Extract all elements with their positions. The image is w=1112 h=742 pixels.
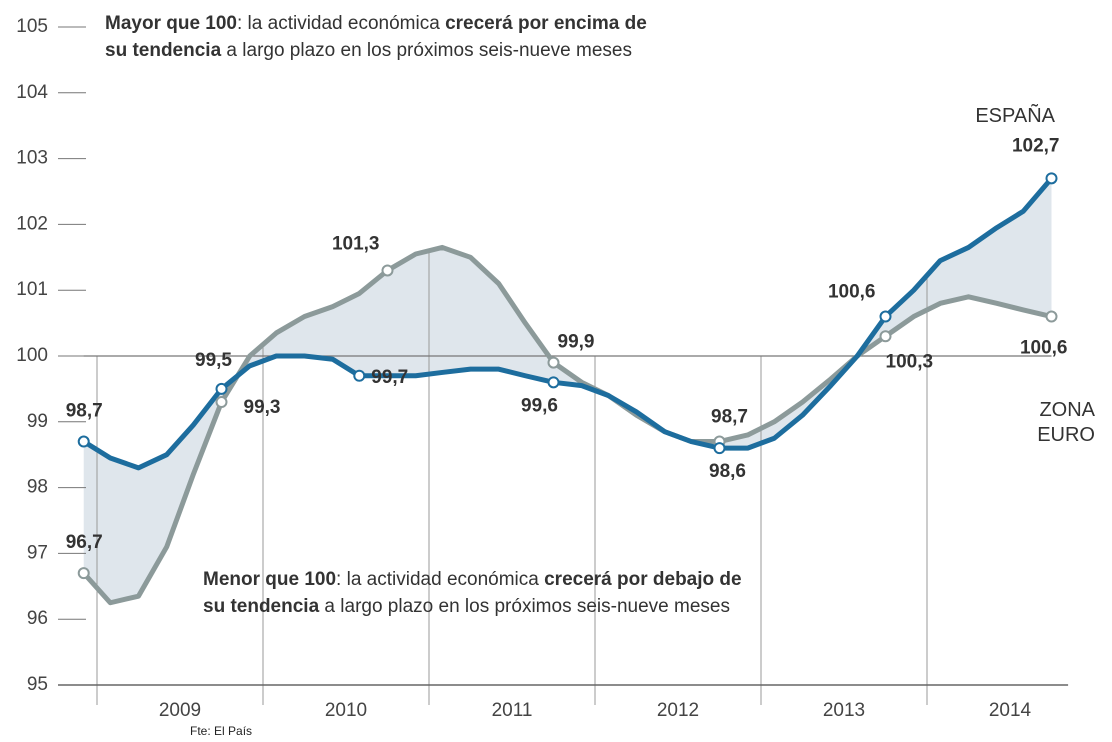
- annotation-text: : la actividad económica: [237, 13, 446, 34]
- annotation-text: : la actividad económica: [336, 569, 545, 590]
- annotation-text: crecerá por encima de su tendencia: [105, 13, 647, 61]
- value-label: 99,3: [244, 397, 281, 418]
- data-point: [547, 356, 560, 369]
- annotation-below: Menor que 100: la actividad económica cr…: [203, 566, 763, 620]
- value-label: 96,7: [66, 532, 103, 553]
- y-tick-label: 104: [16, 82, 48, 103]
- series-name: ZONA EURO: [1037, 399, 1095, 446]
- value-label: 100,6: [1020, 338, 1068, 359]
- y-tick-label: 95: [27, 674, 48, 695]
- x-tick-label: 2013: [823, 700, 865, 721]
- value-label: 98,7: [711, 407, 748, 428]
- data-point: [77, 567, 90, 580]
- data-point: [879, 330, 892, 343]
- data-point: [713, 442, 726, 455]
- value-label: 99,7: [371, 367, 408, 388]
- value-label: 99,9: [558, 332, 595, 353]
- y-tick-label: 101: [16, 279, 48, 300]
- data-point: [1045, 172, 1058, 185]
- x-tick-label: 2010: [325, 700, 367, 721]
- value-label: 98,6: [709, 461, 746, 482]
- annotation-text: a largo plazo en los próximos seis-nueve…: [319, 596, 730, 617]
- x-tick-label: 2011: [492, 700, 533, 721]
- x-tick-label: 2009: [159, 700, 201, 721]
- y-tick-label: 97: [27, 542, 48, 563]
- annotation-above: Mayor que 100: la actividad económica cr…: [105, 10, 665, 64]
- value-label: 100,3: [886, 351, 934, 372]
- data-point: [353, 369, 366, 382]
- y-tick-label: 99: [27, 411, 48, 432]
- y-tick-label: 98: [27, 477, 48, 498]
- series-name: ESPAÑA: [975, 105, 1055, 127]
- value-label: 100,6: [828, 282, 876, 303]
- annotation-text: crecerá por debajo de su tendencia: [203, 569, 742, 617]
- x-tick-label: 2014: [989, 700, 1032, 721]
- data-point: [77, 435, 90, 448]
- y-tick-label: 102: [16, 213, 48, 234]
- annotation-text: Mayor que 100: [105, 13, 237, 34]
- data-point: [215, 382, 228, 395]
- value-label: 99,6: [521, 395, 558, 416]
- y-tick-label: 103: [16, 148, 48, 169]
- annotation-text: a largo plazo en los próximos seis-nueve…: [221, 40, 632, 61]
- value-label: 98,7: [66, 401, 103, 422]
- data-point: [215, 396, 228, 409]
- annotation-text: Menor que 100: [203, 569, 337, 590]
- value-label: 99,5: [195, 350, 232, 371]
- source: Fte: El País: [190, 724, 253, 738]
- value-label: 102,7: [1012, 135, 1060, 156]
- series-line: [82, 176, 1054, 471]
- data-point: [381, 264, 394, 277]
- y-tick-label: 100: [16, 345, 48, 366]
- data-point: [879, 310, 892, 323]
- data-point: [547, 376, 560, 389]
- data-point: [1045, 310, 1058, 323]
- y-tick-label: 96: [27, 608, 48, 629]
- value-label: 101,3: [332, 233, 380, 254]
- y-tick-label: 105: [16, 16, 48, 37]
- x-tick-label: 2012: [657, 700, 699, 721]
